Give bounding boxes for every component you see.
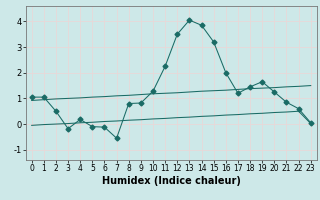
X-axis label: Humidex (Indice chaleur): Humidex (Indice chaleur) — [102, 176, 241, 186]
